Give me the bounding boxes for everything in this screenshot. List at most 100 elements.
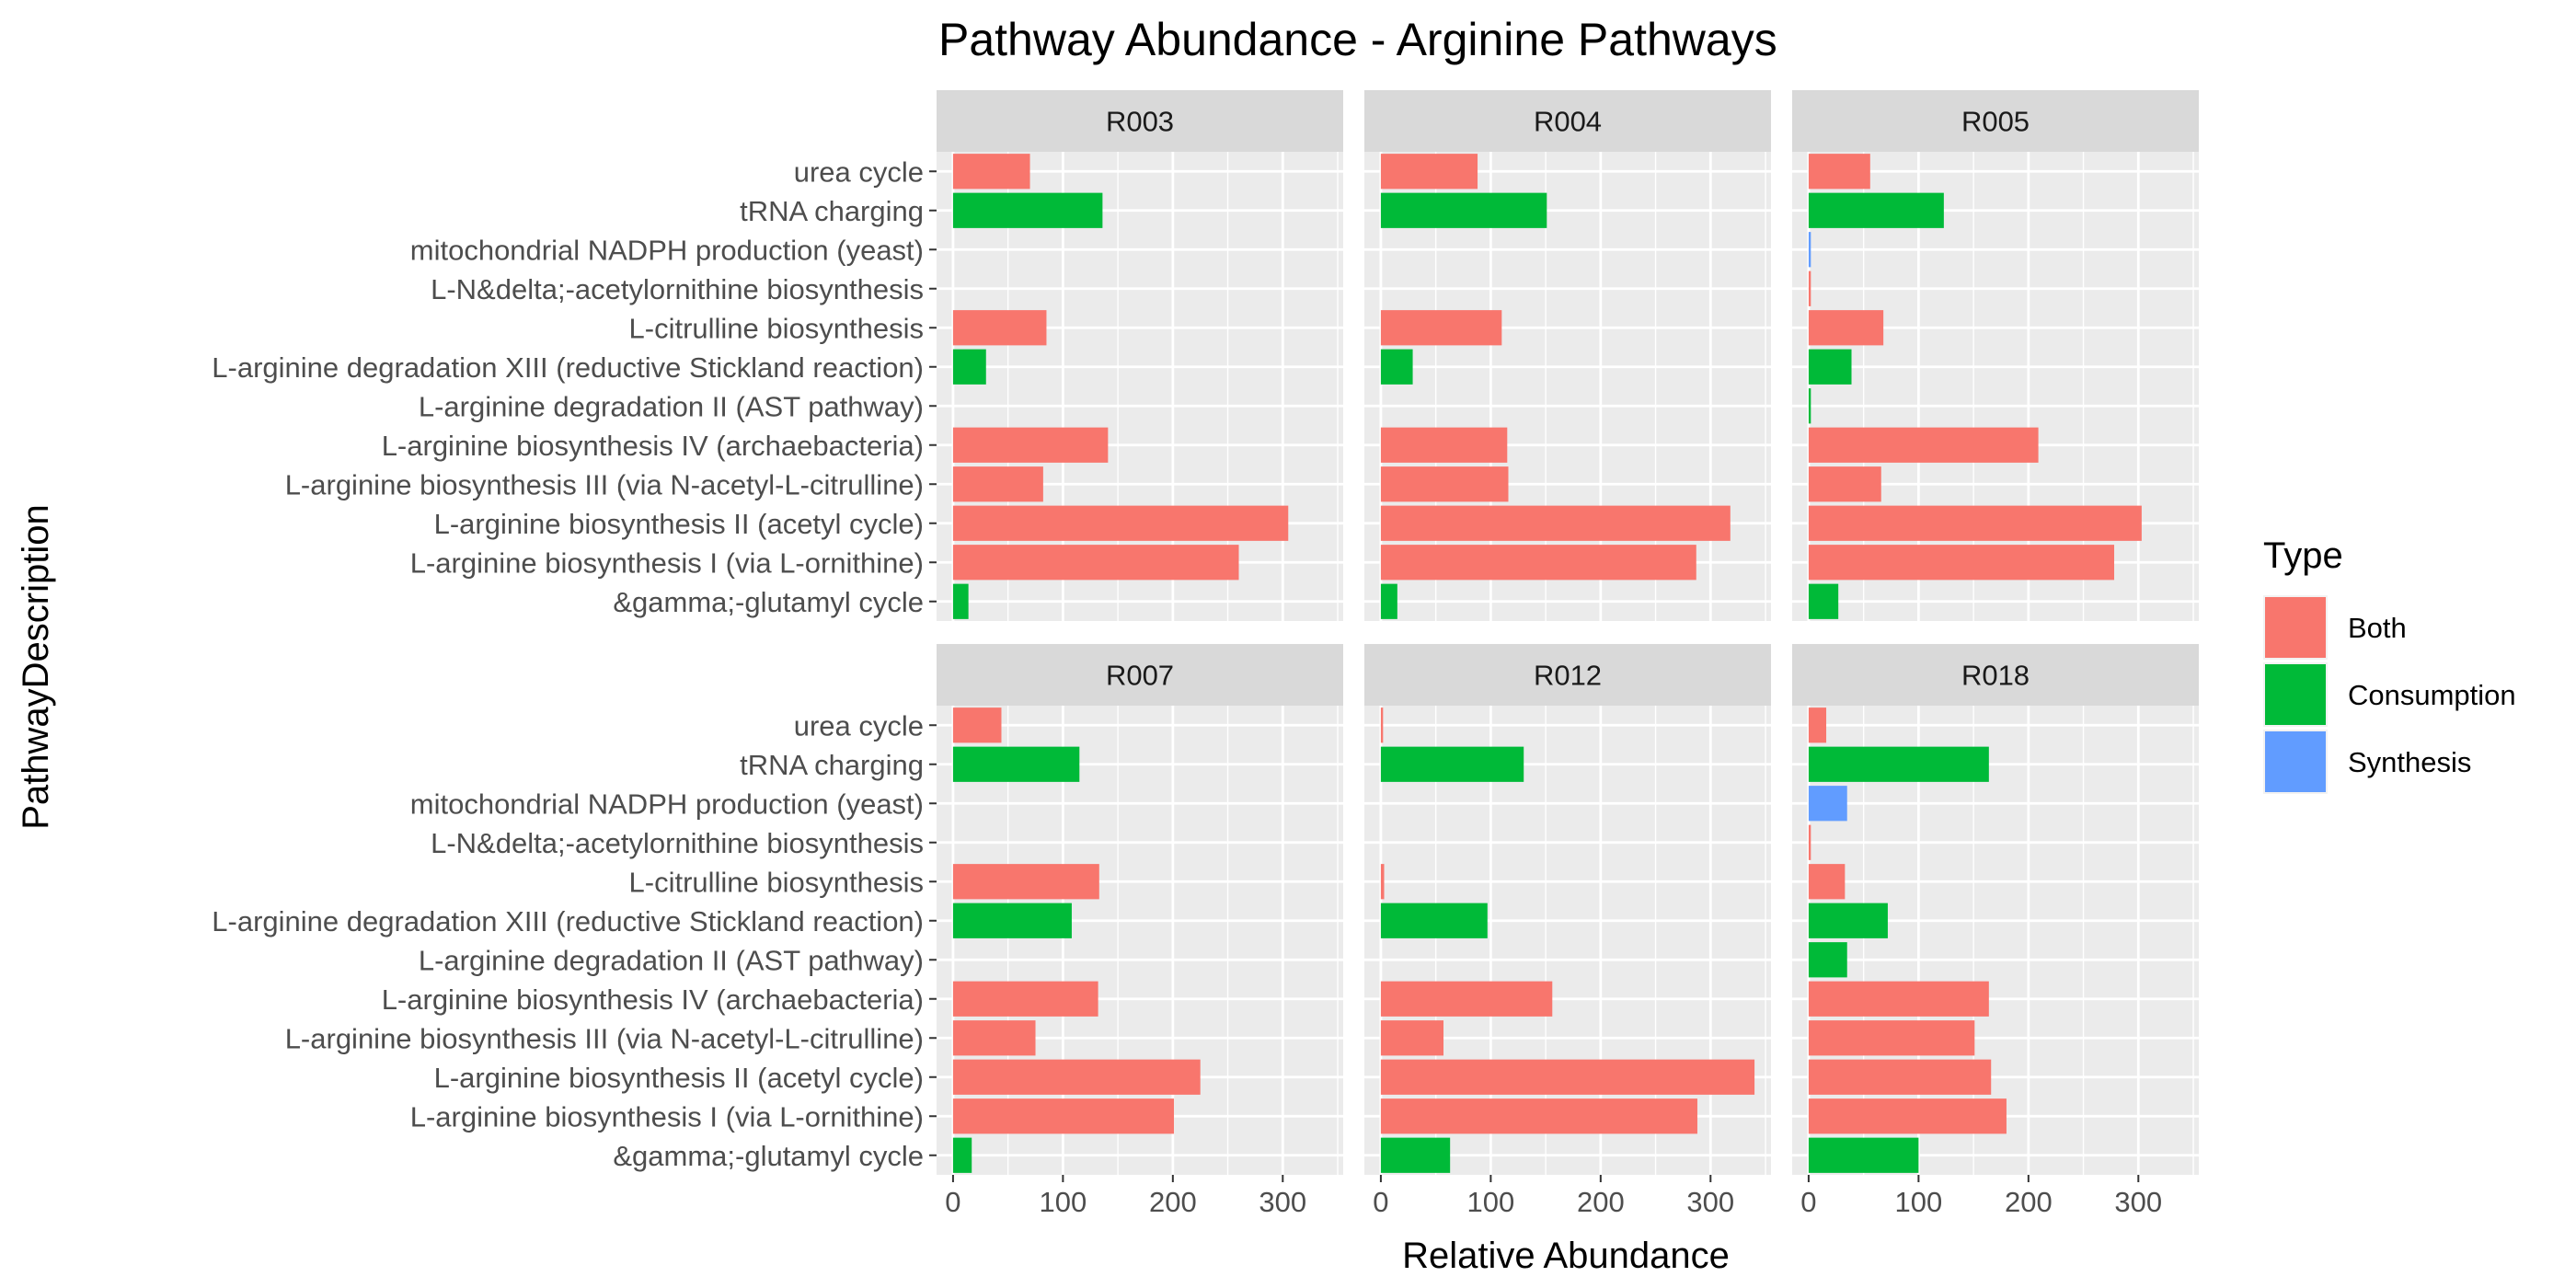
y-tick-label: L-arginine biosynthesis I (via L-ornithi…	[410, 1100, 924, 1133]
x-tick-label: 200	[1149, 1186, 1197, 1218]
bar	[1380, 1020, 1444, 1056]
bar	[1808, 310, 1884, 346]
bar	[1808, 942, 1847, 978]
y-tick-label: L-arginine degradation XIII (reductive S…	[212, 905, 924, 937]
bar	[952, 545, 1239, 581]
legend: Type Both Consumption Synthesis	[2263, 535, 2516, 794]
y-tick-label: urea cycle	[794, 709, 924, 742]
legend-key-synthesis	[2265, 731, 2326, 792]
bar	[952, 864, 1099, 900]
y-tick-label: L-arginine degradation II (AST pathway)	[419, 390, 924, 422]
legend-title: Type	[2263, 535, 2343, 576]
bar	[1380, 192, 1547, 228]
bar	[1380, 981, 1553, 1017]
x-axis-title: Relative Abundance	[1402, 1236, 1730, 1276]
y-tick-label: L-arginine biosynthesis IV (archaebacter…	[382, 430, 924, 462]
facet-strip	[1364, 90, 1771, 152]
bar	[952, 746, 1080, 782]
facet-strip	[1792, 644, 2199, 706]
bar	[952, 1059, 1201, 1095]
bar	[1380, 707, 1384, 743]
bar	[952, 466, 1043, 502]
bar	[1808, 349, 1852, 385]
bar	[952, 981, 1098, 1017]
bar	[1380, 505, 1731, 541]
plot-panel	[1364, 706, 1771, 1175]
y-tick-label: mitochondrial NADPH production (yeast)	[410, 788, 924, 820]
facet-strip	[1792, 90, 2199, 152]
bar	[1808, 746, 1989, 782]
bar	[952, 583, 969, 619]
bar	[1808, 388, 1811, 424]
x-tick-label: 100	[1895, 1186, 1943, 1218]
bar	[1380, 1098, 1697, 1134]
bar	[1808, 981, 1989, 1017]
x-tick-label: 200	[1577, 1186, 1625, 1218]
legend-label: Both	[2348, 612, 2407, 644]
bar	[952, 349, 986, 385]
facet-panel-R003: R003 urea cycle tRNA charging mitochondrial…	[212, 90, 1343, 621]
facet-strip	[937, 644, 1343, 706]
bar	[1380, 903, 1488, 938]
bar	[1808, 583, 1839, 619]
legend-key-consumption	[2265, 664, 2326, 725]
facet-strip-label: R004	[1534, 106, 1602, 138]
plot-panel	[1792, 706, 2199, 1175]
y-tick-label: &gamma;-glutamyl cycle	[613, 586, 924, 618]
plot-panel	[937, 706, 1343, 1175]
y-tick-label: L-N&delta;-acetylornithine biosynthesis	[431, 273, 924, 305]
bar	[1808, 192, 1944, 228]
x-tick-label: 0	[1800, 1186, 1816, 1218]
bar	[952, 707, 1002, 743]
facet-strip-label: R012	[1534, 660, 1602, 692]
bar	[1808, 505, 2142, 541]
x-tick-label: 0	[945, 1186, 960, 1218]
x-tick-label: 300	[1686, 1186, 1734, 1218]
x-tick-label: 200	[2005, 1186, 2053, 1218]
bar	[952, 1020, 1036, 1056]
bar	[952, 427, 1109, 463]
x-tick-label: 0	[1373, 1186, 1388, 1218]
y-tick-label: urea cycle	[794, 155, 924, 188]
bar	[1808, 427, 2039, 463]
bar	[952, 903, 1072, 938]
facet-strip	[1364, 644, 1771, 706]
y-tick-label: L-citrulline biosynthesis	[629, 866, 924, 898]
bar	[1380, 466, 1509, 502]
bar	[1808, 154, 1870, 190]
y-tick-label: L-arginine degradation II (AST pathway)	[419, 944, 924, 976]
bar	[1808, 903, 1888, 938]
facet-panel-R004: R004	[1364, 90, 1771, 621]
legend-key-both	[2265, 597, 2326, 658]
facet-strip-label: R005	[1961, 106, 2030, 138]
facet-panel-R005: R005	[1792, 90, 2199, 621]
y-tick-label: L-arginine biosynthesis I (via L-ornithi…	[410, 546, 924, 579]
y-tick-label: L-N&delta;-acetylornithine biosynthesis	[431, 827, 924, 859]
bar	[1808, 707, 1827, 743]
facet-panel-R018: R018 0 100 200 300	[1792, 644, 2199, 1218]
y-tick-label: L-arginine biosynthesis III (via N-acety…	[285, 468, 924, 500]
bar	[1380, 349, 1413, 385]
bar	[1380, 746, 1524, 782]
bar	[1808, 466, 1881, 502]
bar	[1808, 1020, 1975, 1056]
bar	[1808, 1059, 1992, 1095]
facet-strip-label: R007	[1106, 660, 1174, 692]
x-tick-label: 300	[1259, 1186, 1306, 1218]
y-tick-label: tRNA charging	[740, 195, 924, 227]
y-tick-label: L-arginine biosynthesis II (acetyl cycle…	[434, 508, 924, 540]
y-tick-label: L-arginine biosynthesis III (via N-acety…	[285, 1022, 924, 1054]
facet-strip-label: R003	[1106, 106, 1174, 138]
bar	[952, 1137, 972, 1173]
y-tick-label: mitochondrial NADPH production (yeast)	[410, 234, 924, 266]
plot-panel	[1792, 152, 2199, 621]
y-axis-title: PathwayDescription	[16, 504, 56, 830]
facet-strip	[937, 90, 1343, 152]
x-tick-label: 300	[2114, 1186, 2162, 1218]
y-tick-label: &gamma;-glutamyl cycle	[613, 1140, 924, 1172]
chart-title: Pathway Abundance - Arginine Pathways	[938, 14, 1777, 65]
bar	[1380, 310, 1502, 346]
plot-panel	[1364, 152, 1771, 621]
bar	[1808, 824, 1811, 860]
bar	[1808, 1137, 1919, 1173]
